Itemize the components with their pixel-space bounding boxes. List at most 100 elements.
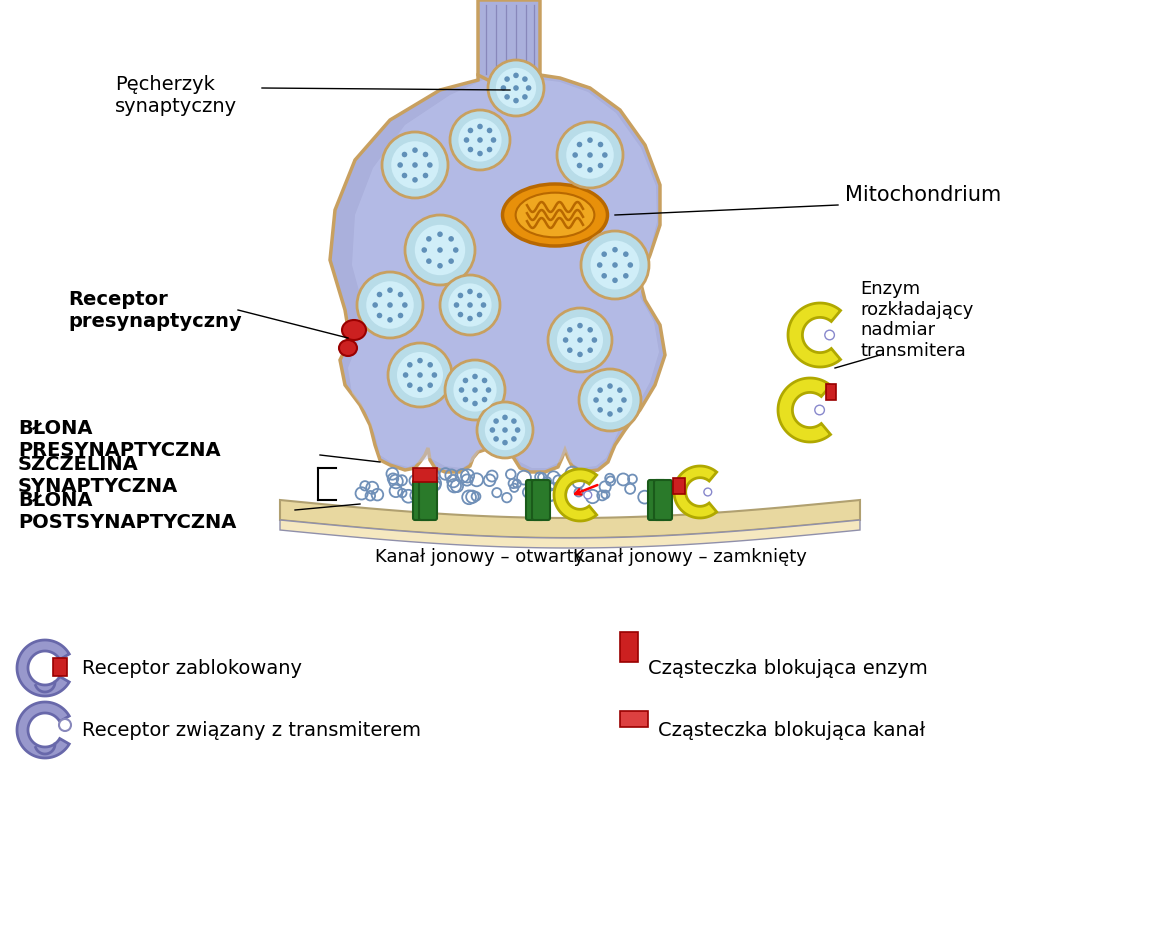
Text: Cząsteczka blokująca kanał: Cząsteczka blokująca kanał — [658, 720, 926, 739]
Circle shape — [387, 288, 393, 293]
Circle shape — [427, 382, 433, 388]
Circle shape — [814, 405, 825, 415]
Circle shape — [387, 302, 393, 307]
Circle shape — [481, 377, 487, 383]
Circle shape — [448, 236, 454, 241]
Polygon shape — [280, 520, 860, 548]
Circle shape — [427, 362, 433, 368]
Circle shape — [597, 141, 603, 147]
Circle shape — [445, 360, 505, 420]
Circle shape — [577, 141, 582, 147]
Circle shape — [505, 76, 510, 82]
Bar — [619, 632, 638, 662]
Ellipse shape — [342, 320, 367, 340]
Text: SZCZELINA
SYNAPTYCZNA: SZCZELINA SYNAPTYCZNA — [19, 455, 179, 495]
Ellipse shape — [339, 340, 357, 356]
Circle shape — [418, 372, 422, 378]
FancyBboxPatch shape — [654, 480, 672, 520]
FancyBboxPatch shape — [525, 480, 544, 520]
Polygon shape — [788, 303, 841, 367]
Circle shape — [557, 122, 623, 188]
Circle shape — [557, 317, 603, 363]
Circle shape — [458, 388, 464, 393]
Circle shape — [398, 291, 404, 297]
Circle shape — [587, 152, 593, 157]
Circle shape — [488, 60, 544, 116]
Circle shape — [449, 284, 492, 326]
Circle shape — [825, 330, 834, 339]
Circle shape — [567, 347, 573, 353]
Circle shape — [480, 302, 486, 307]
Circle shape — [583, 491, 592, 499]
Circle shape — [397, 352, 443, 398]
Circle shape — [426, 258, 432, 264]
Circle shape — [581, 231, 648, 299]
Circle shape — [367, 281, 414, 329]
Circle shape — [391, 141, 438, 189]
Circle shape — [418, 357, 422, 363]
Circle shape — [566, 131, 614, 179]
Circle shape — [377, 313, 383, 319]
Circle shape — [623, 252, 629, 257]
Circle shape — [522, 76, 528, 82]
Circle shape — [587, 347, 593, 353]
Ellipse shape — [516, 192, 594, 238]
Circle shape — [432, 372, 437, 378]
Circle shape — [467, 289, 473, 294]
FancyBboxPatch shape — [413, 480, 432, 520]
Circle shape — [602, 152, 608, 157]
Circle shape — [567, 327, 573, 333]
Text: Receptor
presynaptyczny: Receptor presynaptyczny — [68, 290, 241, 331]
Circle shape — [467, 147, 473, 153]
Circle shape — [505, 94, 510, 100]
Circle shape — [412, 177, 418, 183]
Circle shape — [481, 397, 487, 403]
Circle shape — [593, 397, 599, 403]
Circle shape — [502, 427, 508, 433]
Circle shape — [415, 224, 465, 275]
Text: Cząsteczka blokująca enzym: Cząsteczka blokująca enzym — [648, 658, 928, 677]
Circle shape — [487, 127, 492, 133]
Text: Receptor związany z transmiterem: Receptor związany z transmiterem — [82, 720, 421, 739]
Circle shape — [372, 302, 378, 307]
Polygon shape — [329, 75, 665, 472]
Circle shape — [422, 152, 428, 157]
Circle shape — [578, 352, 582, 357]
Circle shape — [437, 231, 443, 237]
Circle shape — [607, 411, 612, 417]
Circle shape — [592, 338, 597, 343]
Circle shape — [512, 436, 516, 441]
Circle shape — [513, 85, 519, 91]
Circle shape — [587, 327, 593, 333]
Circle shape — [472, 373, 478, 379]
Circle shape — [607, 383, 612, 389]
Circle shape — [412, 147, 418, 153]
Circle shape — [437, 247, 443, 253]
Circle shape — [387, 317, 393, 323]
Circle shape — [548, 308, 612, 372]
Circle shape — [477, 292, 483, 298]
Circle shape — [513, 98, 519, 104]
Circle shape — [495, 68, 536, 108]
Circle shape — [563, 338, 568, 343]
Circle shape — [387, 343, 452, 407]
Circle shape — [377, 291, 383, 297]
Circle shape — [597, 163, 603, 168]
Text: BŁONA
POSTSYNAPTYCZNA: BŁONA POSTSYNAPTYCZNA — [19, 491, 237, 533]
Circle shape — [587, 138, 593, 143]
Circle shape — [578, 323, 582, 328]
Circle shape — [501, 85, 506, 91]
Circle shape — [587, 167, 593, 173]
Text: Mitochondrium: Mitochondrium — [844, 185, 1001, 205]
Circle shape — [572, 152, 578, 157]
Polygon shape — [17, 640, 70, 696]
Circle shape — [617, 388, 623, 393]
Polygon shape — [17, 702, 70, 758]
Circle shape — [493, 436, 499, 441]
Circle shape — [623, 273, 629, 278]
Circle shape — [577, 163, 582, 168]
Text: BŁONA
PRESYNAPTYCZNA: BŁONA PRESYNAPTYCZNA — [19, 420, 220, 460]
FancyBboxPatch shape — [648, 480, 666, 520]
Circle shape — [463, 397, 469, 403]
FancyBboxPatch shape — [419, 480, 437, 520]
